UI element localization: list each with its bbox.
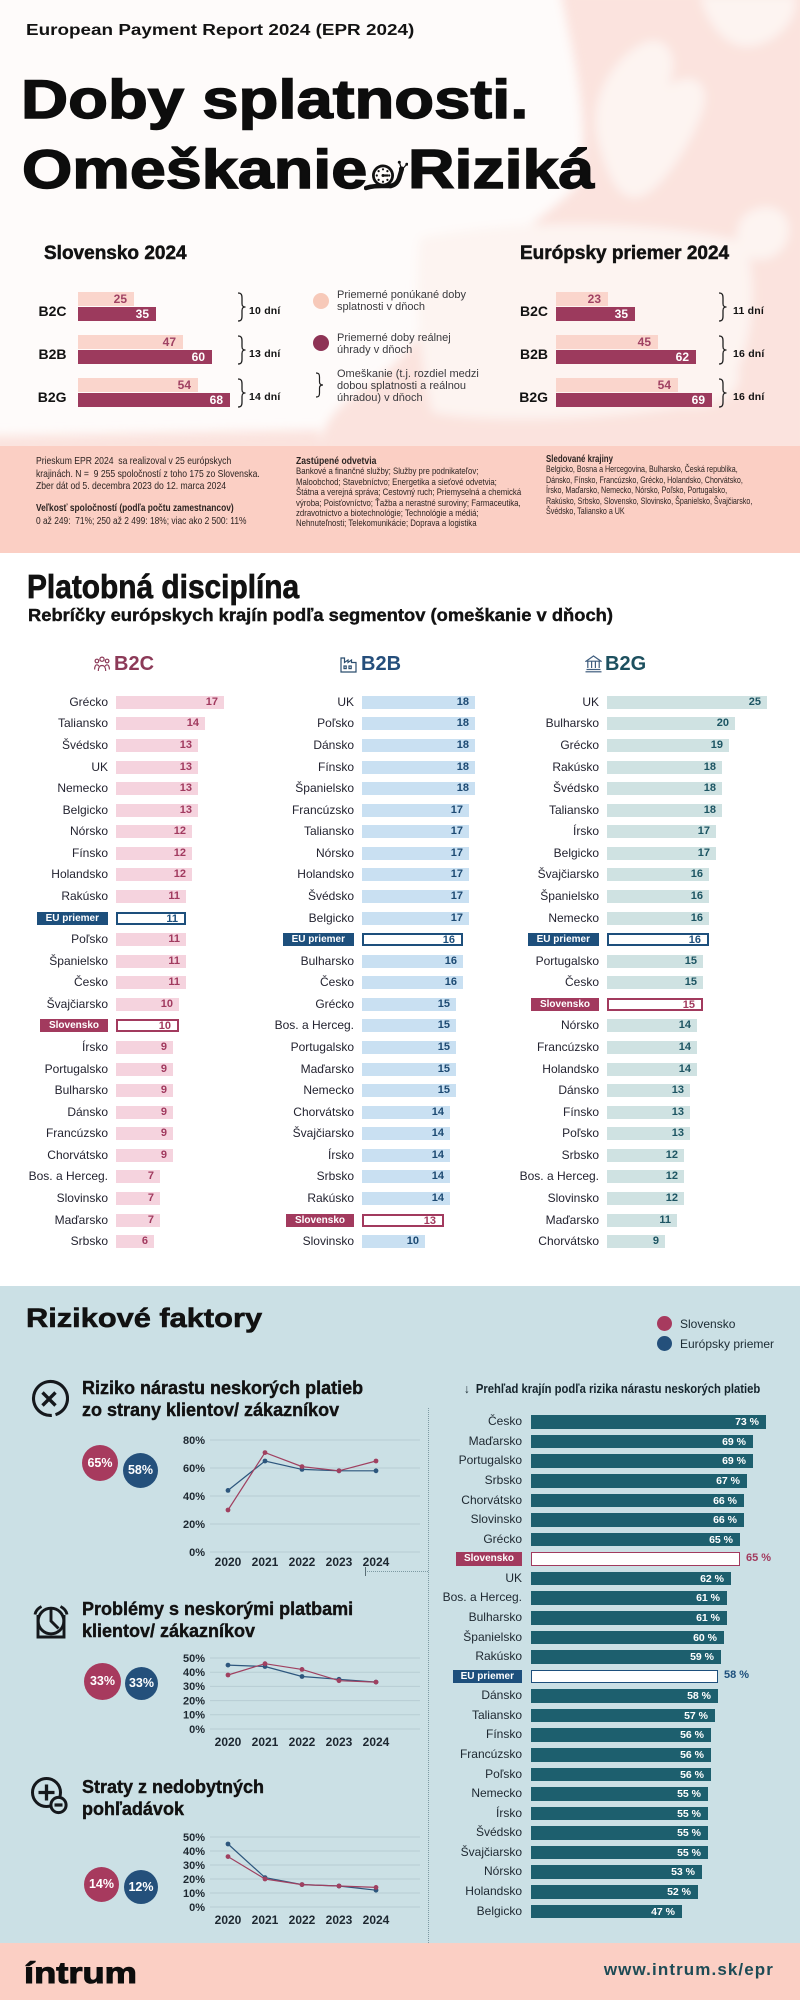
svg-text:2023: 2023 [326,1735,353,1749]
svg-text:0%: 0% [189,1724,205,1736]
svg-text:50%: 50% [183,1832,205,1844]
svg-text:30%: 30% [183,1860,205,1872]
svg-text:2023: 2023 [326,1913,353,1927]
svg-text:30%: 30% [183,1681,205,1693]
svg-text:2020: 2020 [215,1735,242,1749]
svg-text:80%: 80% [183,1435,205,1447]
svg-text:20%: 20% [183,1874,205,1886]
svg-text:20%: 20% [183,1519,205,1531]
svg-text:2024: 2024 [363,1555,390,1569]
svg-text:2023: 2023 [326,1555,353,1569]
svg-text:2021: 2021 [252,1913,279,1927]
svg-text:2021: 2021 [252,1735,279,1749]
svg-text:50%: 50% [183,1653,205,1665]
svg-text:0%: 0% [189,1547,205,1559]
svg-text:2020: 2020 [215,1913,242,1927]
svg-text:40%: 40% [183,1846,205,1858]
svg-text:2022: 2022 [289,1735,316,1749]
svg-text:2022: 2022 [289,1913,316,1927]
svg-text:10%: 10% [183,1710,205,1722]
svg-text:60%: 60% [183,1463,205,1475]
svg-text:2024: 2024 [363,1735,390,1749]
svg-text:40%: 40% [183,1667,205,1679]
svg-text:40%: 40% [183,1491,205,1503]
svg-text:2024: 2024 [363,1913,390,1927]
svg-text:20%: 20% [183,1695,205,1707]
svg-text:0%: 0% [189,1902,205,1914]
svg-text:2020: 2020 [215,1555,242,1569]
svg-text:10%: 10% [183,1888,205,1900]
svg-text:2021: 2021 [252,1555,279,1569]
svg-text:2022: 2022 [289,1555,316,1569]
